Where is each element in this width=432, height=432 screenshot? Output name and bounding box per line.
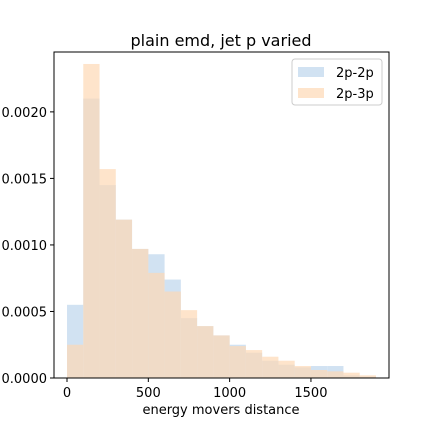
x-tick-label: 0	[63, 386, 71, 401]
bar-2p-3p-bin-3	[115, 219, 133, 378]
bar-2p-3p-bin-7	[180, 310, 198, 378]
bar-2p-3p-bin-17	[343, 372, 360, 378]
y-tick-label: 0.0005	[2, 305, 48, 320]
y-tick-label: 0.0015	[2, 172, 48, 187]
bar-2p-3p-bin-6	[164, 291, 181, 378]
bar-2p-3p-bin-12	[262, 356, 279, 378]
bar-2p-3p-bin-13	[278, 360, 295, 378]
legend-swatch-2p-3p	[298, 88, 324, 98]
y-tick-label: 0.0020	[2, 106, 48, 121]
bar-2p-3p-bin-4	[132, 248, 149, 378]
bar-2p-3p-bin-18	[359, 375, 376, 378]
bar-2p-3p-bin-5	[148, 272, 165, 378]
axes-layer: 0 500 1000 1500 0.0000 0.0005 0.0010 0.0015 0.00…	[2, 51, 390, 401]
bar-2p-3p-bin-0	[67, 344, 84, 378]
legend-label-2p-2p: 2p-2p	[336, 66, 374, 81]
plot-frame	[53, 51, 390, 379]
bar-2p-3p-bin-8	[197, 326, 214, 378]
bar-2p-3p-bin-2	[99, 169, 116, 378]
legend-swatch-2p-2p	[298, 67, 324, 77]
y-tick-label: 0.0010	[2, 239, 48, 254]
x-tick-label: 1500	[294, 386, 327, 401]
legend: 2p-2p 2p-3p	[291, 58, 383, 106]
bar-2p-3p-bin-15	[310, 370, 328, 378]
bar-2p-3p-bin-9	[213, 335, 230, 378]
bar-2p-3p-bin-11	[245, 350, 263, 378]
chart-title: plain emd, jet p varied	[130, 31, 311, 50]
x-axis-label: energy movers distance	[142, 403, 299, 418]
bar-2p-3p-bin-14	[294, 366, 311, 378]
x-tick-label: 1000	[213, 386, 246, 401]
x-tick-label: 500	[136, 386, 161, 401]
bar-2p-3p-bin-1	[83, 63, 100, 378]
bars-layer	[67, 63, 376, 379]
y-tick-label: 0.0000	[2, 372, 48, 387]
bar-2p-3p-bin-16	[327, 371, 344, 378]
legend-label-2p-3p: 2p-3p	[336, 87, 374, 102]
bar-2p-3p-bin-10	[229, 346, 246, 378]
